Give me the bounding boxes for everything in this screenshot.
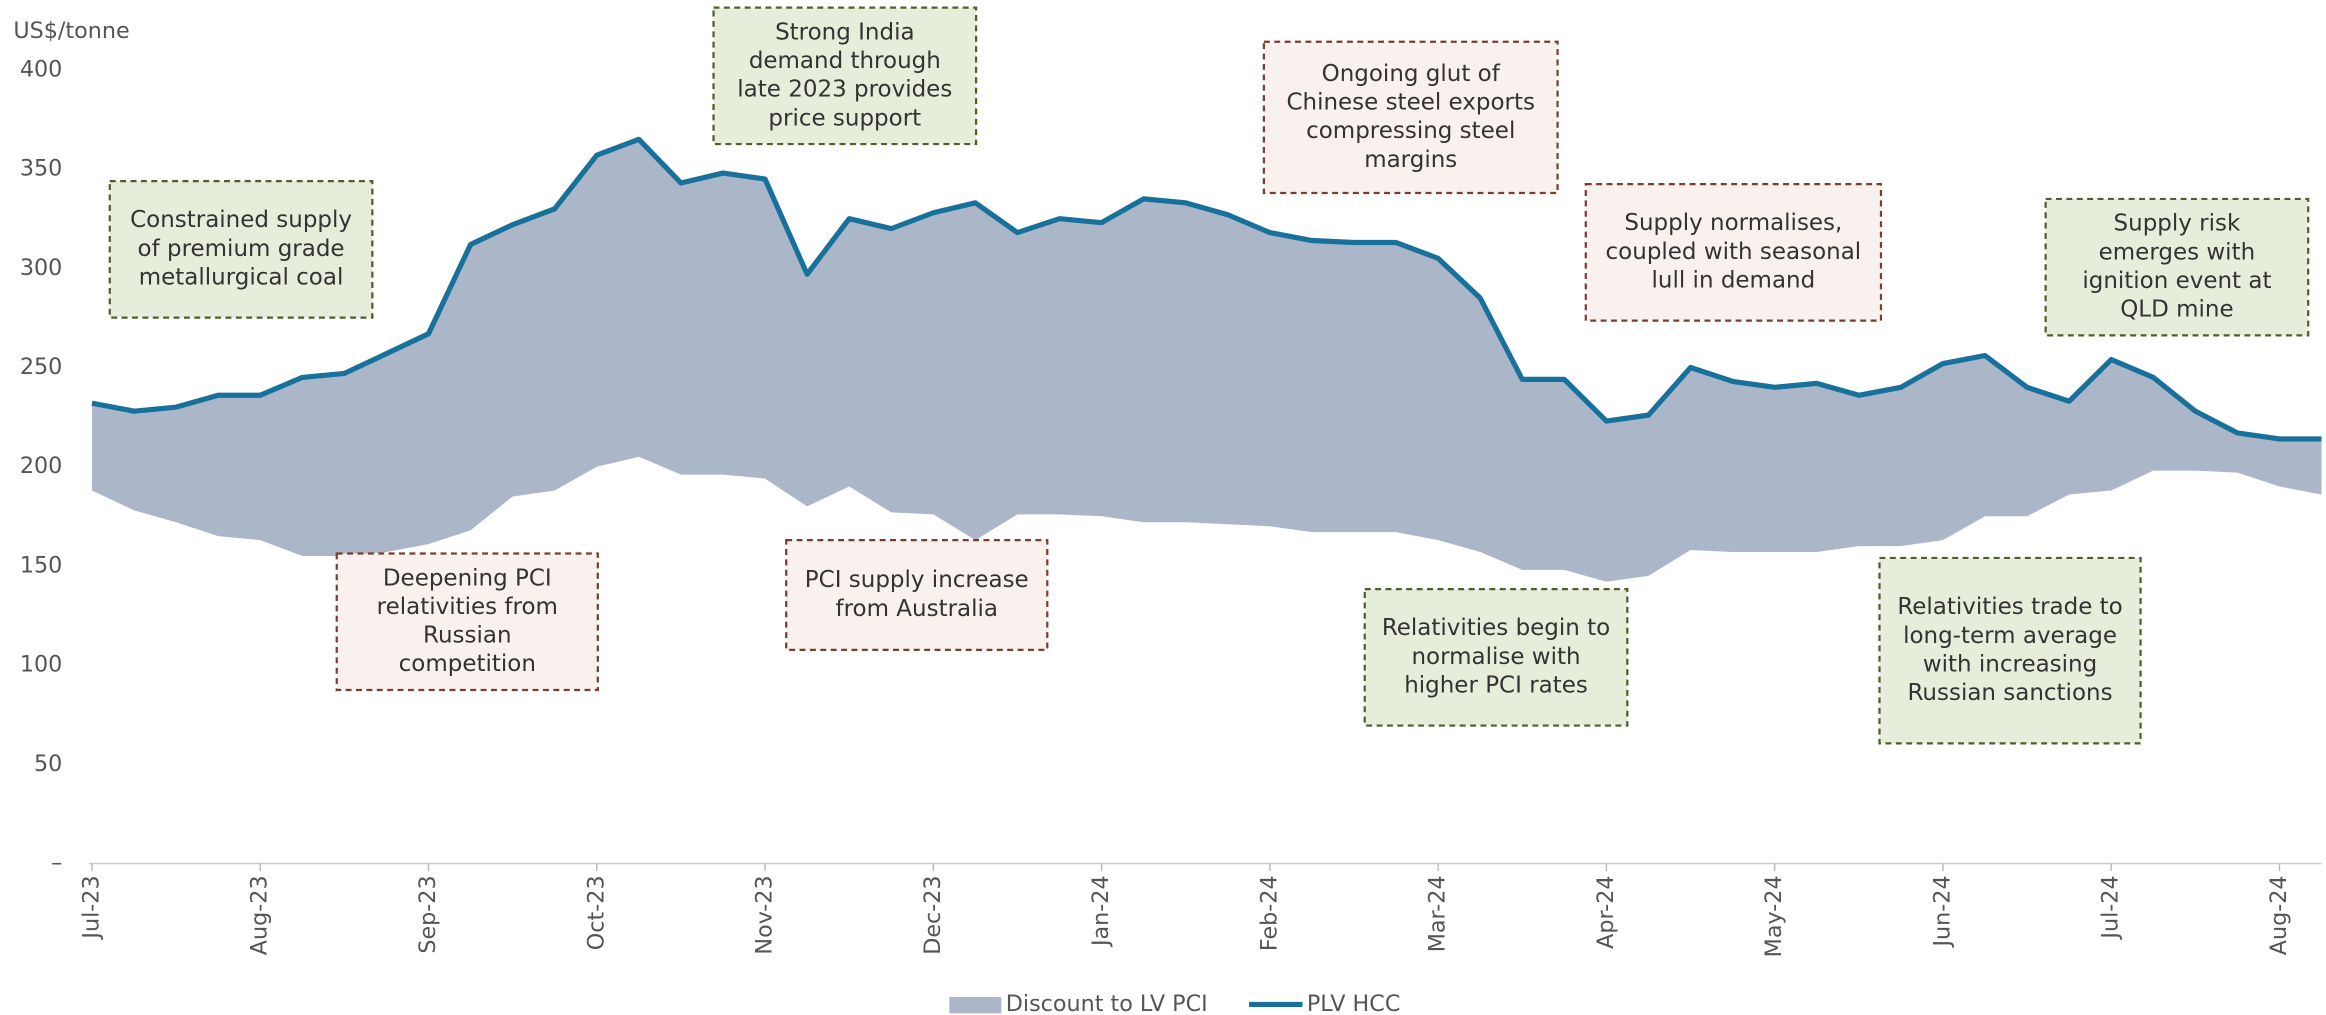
annotation-text: compressing steel [1306, 118, 1515, 144]
x-tick-label: Sep-23 [415, 875, 441, 953]
annotation-box [335, 552, 599, 692]
x-tick-label: Dec-23 [920, 875, 946, 954]
annotation: Deepening PCI relativities from Russiancom… [335, 552, 599, 692]
annotation-text: with increasing [1923, 651, 2097, 677]
annotation-text: Strong India [775, 19, 914, 45]
annotation-text: competition [399, 651, 536, 677]
annotation: PCI supply increase from Australia [785, 539, 1049, 652]
annotation-text: coupled with seasonal [1606, 239, 1862, 265]
y-tick-label: 300 [20, 255, 62, 281]
x-tick-label: Aug-23 [247, 875, 273, 955]
annotation-text: QLD mine [2120, 297, 2233, 323]
x-tick-label: Nov-23 [752, 875, 778, 954]
annotation-text: demand through [749, 48, 941, 74]
annotation-text: Russian [423, 623, 512, 649]
annotation: Strong India demand through late 2023 prov… [712, 6, 978, 146]
x-tick-label: Feb-24 [1256, 875, 1282, 951]
y-axis-label: US$/tonne [13, 18, 129, 44]
annotation-text: Russian sanctions [1907, 680, 2112, 706]
y-tick-label: – [51, 850, 62, 876]
annotation-box [1878, 556, 2142, 745]
y-tick-label: 200 [20, 453, 62, 479]
annotation-box [1584, 183, 1883, 322]
x-tick-label: Apr-24 [1593, 875, 1619, 948]
annotation-text: late 2023 provides [737, 77, 952, 103]
annotation-text: relativities from [377, 594, 558, 620]
annotation-text: Supply risk [2114, 211, 2241, 237]
discount-band [91, 139, 2322, 582]
annotation-box [108, 180, 374, 319]
annotation-text: normalise with [1411, 644, 1580, 670]
x-tick-label: May-24 [1761, 875, 1787, 957]
annotation-text: long-term average [1903, 623, 2117, 649]
annotation-box [1262, 40, 1559, 195]
annotation-text: Relativities trade to [1897, 594, 2122, 620]
annotation: Relativities trade to long-term averagewi… [1878, 556, 2142, 745]
y-tick-label: 400 [20, 56, 62, 82]
legend-label: PLV HCC [1307, 991, 1400, 1015]
annotation-text: price support [768, 105, 921, 131]
legend-label: Discount to LV PCI [1006, 991, 1208, 1015]
annotation-box [2044, 197, 2310, 337]
annotation-text: Deepening PCI [383, 565, 552, 591]
y-tick-label: 250 [20, 354, 62, 380]
annotation: Relativities begin to normalise withhighe… [1363, 587, 1629, 727]
annotation-text: Ongoing glut of [1322, 61, 1501, 87]
annotation-text: ignition event at [2082, 268, 2271, 294]
annotation-text: higher PCI rates [1404, 672, 1588, 698]
annotation-text: PCI supply increase [805, 567, 1029, 593]
x-tick-label: Aug-24 [2266, 875, 2292, 955]
plv-hcc-line [91, 136, 2322, 442]
annotation-text: margins [1364, 147, 1457, 173]
annotation-text: emerges with [2099, 239, 2256, 265]
x-tick-label: Oct-23 [583, 875, 609, 950]
annotation-box [785, 539, 1049, 652]
legend: Discount to LV PCI PLV HCC [949, 991, 1400, 1015]
annotation: Constrained supply of premium grade metall… [108, 180, 374, 319]
x-tick-label: Mar-24 [1425, 875, 1451, 952]
y-tick-label: 100 [20, 652, 62, 678]
annotation-box [712, 6, 978, 146]
annotation-text: lull in demand [1652, 267, 1816, 293]
annotation-box [1363, 587, 1629, 727]
annotation-text: Relativities begin to [1382, 615, 1610, 641]
y-tick-label: 50 [34, 751, 62, 777]
annotation-text: of premium grade [138, 236, 345, 262]
annotation: Supply normalises, coupled with seasonall… [1584, 183, 1883, 322]
x-tick-label: Jul-23 [78, 875, 104, 940]
annotation: Ongoing glut of Chinese steel exportscomp… [1262, 40, 1559, 195]
x-tick-label: Jun-24 [1929, 875, 1955, 948]
x-tick-label: Jan-24 [1088, 875, 1114, 948]
annotation-text: Constrained supply [130, 207, 352, 233]
annotation-text: metallurgical coal [139, 265, 344, 291]
annotation-text: Supply normalises, [1624, 210, 1842, 236]
annotation-text: from Australia [836, 596, 998, 622]
annotation-text: Chinese steel exports [1286, 90, 1535, 116]
y-tick-label: 150 [20, 552, 62, 578]
x-tick-label: Jul-24 [2098, 875, 2124, 940]
y-tick-label: 350 [20, 156, 62, 182]
legend-swatch [949, 997, 1002, 1014]
